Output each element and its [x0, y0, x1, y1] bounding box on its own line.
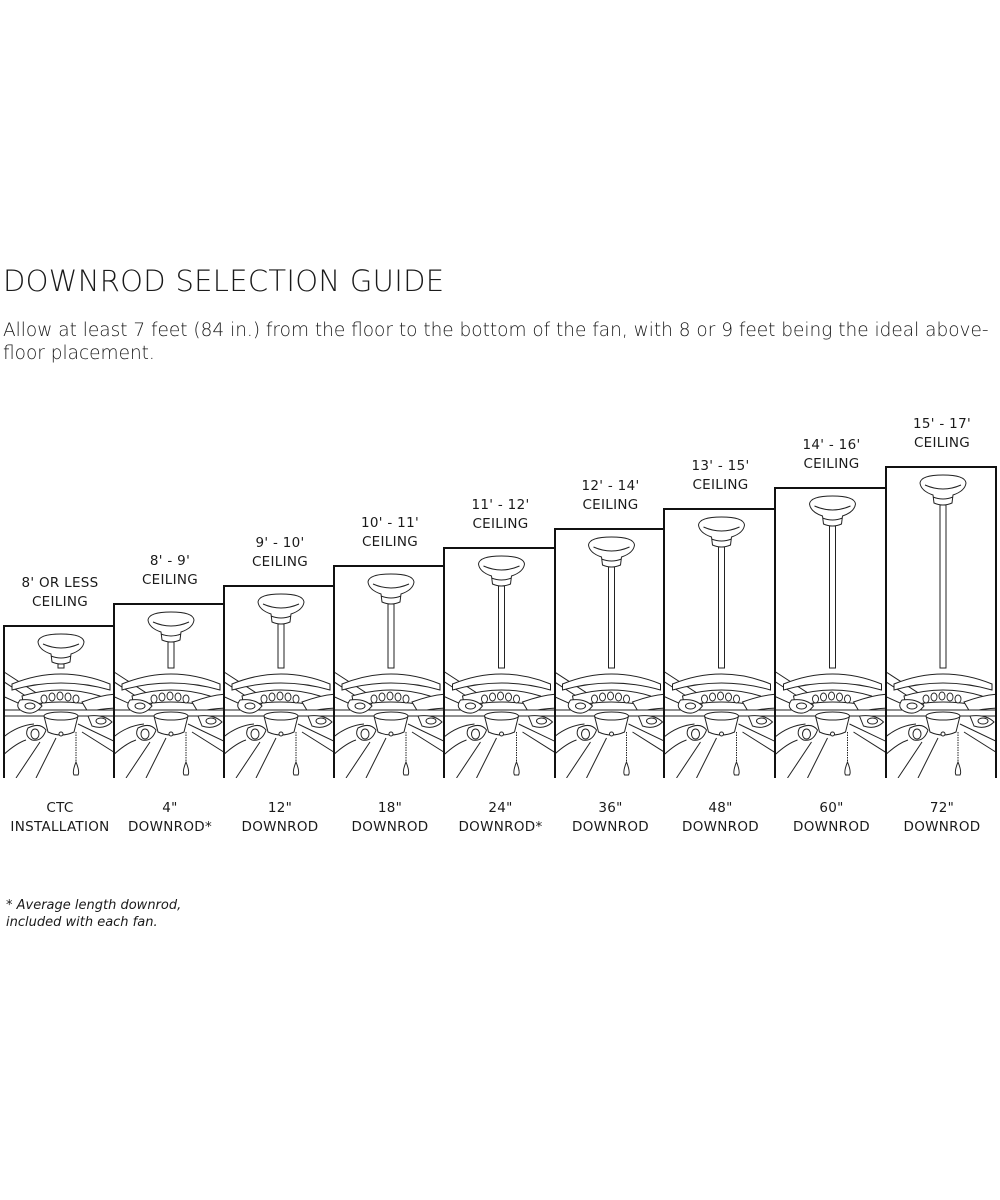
panels-group [3, 466, 997, 778]
downrod-length-label-line: DOWNROD [682, 819, 759, 835]
fan-panel [885, 466, 997, 778]
downrod-length-label-line: DOWNROD* [458, 819, 543, 835]
downrod [167, 641, 175, 669]
downrod [277, 623, 285, 669]
canopy [477, 555, 526, 587]
ceiling-height-label-line: CEILING [692, 477, 749, 493]
ceiling-fan-icon [886, 667, 996, 778]
canopy [257, 593, 305, 625]
ceiling-height-label-line: 13' - 15' [691, 458, 750, 474]
fan-panel [663, 508, 776, 778]
downrod-length-label: 72" DOWNROD [877, 799, 1000, 837]
downrod-length-label: 12" DOWNROD [215, 799, 345, 837]
downrod [718, 546, 725, 669]
downrod-length-label-line: 12" [267, 800, 293, 816]
ceiling-line [885, 466, 997, 778]
downrod-length-label-line: DOWNROD* [127, 819, 213, 835]
canopy [697, 516, 746, 548]
ceiling-height-label-line: CEILING [251, 554, 309, 570]
downrod-length-label-line: 36" [598, 800, 623, 816]
downrod-length-label-line: DOWNROD [572, 819, 649, 835]
downrod-length-label-line: DOWNROD [793, 819, 870, 835]
ceiling-height-label-line: 8' - 9' [149, 553, 191, 569]
downrod-length-label-line: INSTALLATION [10, 819, 110, 835]
ceiling-height-label: 12' - 14' CEILING [546, 477, 676, 515]
ceiling-height-label: 10' - 11' CEILING [325, 514, 455, 552]
canopy [367, 573, 415, 605]
fan-panel [3, 625, 115, 778]
ceiling-height-label: 11' - 12' CEILING [436, 496, 566, 534]
ceiling-height-label: 14' - 16' CEILING [767, 436, 897, 474]
ceiling-height-label-line: CEILING [361, 534, 419, 550]
ceiling-height-label: 13' - 15' CEILING [656, 457, 786, 495]
ceiling-height-label: 8' - 9' CEILING [105, 552, 235, 590]
downrod-length-label: CTC INSTALLATION [0, 799, 125, 837]
ceiling-height-label-line: CEILING [472, 516, 529, 532]
downrod-length-label-line: 4" [162, 800, 178, 816]
fan-panel [333, 565, 445, 778]
downrod-length-label-line: 24" [488, 800, 513, 816]
downrod [57, 663, 65, 669]
downrod-length-label: 18" DOWNROD [325, 799, 455, 837]
ceiling-height-label-line: 8' OR LESS [21, 575, 99, 591]
footnote-line-1: * Average length downrod, [6, 898, 182, 913]
canopy [147, 611, 195, 643]
ceiling-height-label-line: CEILING [31, 594, 89, 610]
ceiling-fan-icon [555, 667, 664, 778]
ceiling-fan-icon [334, 667, 444, 778]
downrod [939, 504, 947, 669]
fan-panel [554, 528, 665, 778]
ceiling-height-label-line: CEILING [582, 497, 639, 513]
ceiling-height-label-line: CEILING [803, 456, 860, 472]
footnote-line-2: included with each fan. [6, 915, 158, 930]
canopy [919, 474, 967, 506]
downrod-length-label-line: 18" [377, 800, 403, 816]
fan-panel [113, 603, 225, 778]
ceiling-height-label-line: 15' - 17' [913, 416, 971, 432]
canopy [37, 633, 85, 665]
downrod-length-label-line: DOWNROD [903, 819, 981, 835]
ceiling-fan-icon [114, 667, 224, 778]
ceiling-height-label-line: 9' - 10' [255, 535, 305, 551]
downrod-length-label: 4" DOWNROD* [105, 799, 235, 837]
page-title: DOWNROD SELECTION GUIDE [3, 264, 445, 298]
downrod-length-label-line: DOWNROD [241, 819, 319, 835]
ceiling-height-label: 8' OR LESS CEILING [0, 574, 125, 612]
downrod-length-label-line: DOWNROD [351, 819, 429, 835]
ceiling-height-label-line: 10' - 11' [361, 515, 419, 531]
downrod-length-label-line: 72" [929, 800, 955, 816]
fan-panel [774, 487, 887, 778]
ceiling-height-label: 15' - 17' CEILING [877, 415, 1000, 453]
fan-panel [223, 585, 335, 778]
canopy [587, 536, 636, 568]
downrod [387, 603, 395, 669]
ceiling-height-label-line: 11' - 12' [471, 497, 530, 513]
downrod [829, 525, 836, 669]
downrod-length-label: 60" DOWNROD [767, 799, 897, 837]
downrod [608, 566, 615, 669]
downrod-length-label-line: 60" [819, 800, 844, 816]
footnote: * Average length downrod, included with … [6, 897, 181, 931]
ceiling-height-label-line: 14' - 16' [802, 437, 861, 453]
downrod-length-label: 24" DOWNROD* [436, 799, 566, 837]
ceiling-fan-icon [224, 667, 334, 778]
ceiling-fan-icon [444, 667, 555, 778]
ceiling-fan-icon [775, 667, 886, 778]
ceiling-height-label: 9' - 10' CEILING [215, 534, 345, 572]
downrod-length-label: 48" DOWNROD [656, 799, 786, 837]
downrod-length-label-line: 48" [708, 800, 733, 816]
intro-text: Allow at least 7 feet (84 in.) from the … [3, 320, 989, 364]
ceiling-height-label-line: CEILING [913, 435, 971, 451]
ceiling-height-label-line: CEILING [141, 572, 199, 588]
ceiling-fan-icon [664, 667, 775, 778]
fan-panel [443, 547, 556, 778]
canopy [808, 495, 857, 527]
downrod [498, 585, 505, 669]
ceiling-fan-icon [4, 667, 114, 778]
downrod-length-label-line: CTC [46, 800, 74, 816]
ceiling-height-label-line: 12' - 14' [581, 478, 640, 494]
downrod-length-label: 36" DOWNROD [546, 799, 676, 837]
